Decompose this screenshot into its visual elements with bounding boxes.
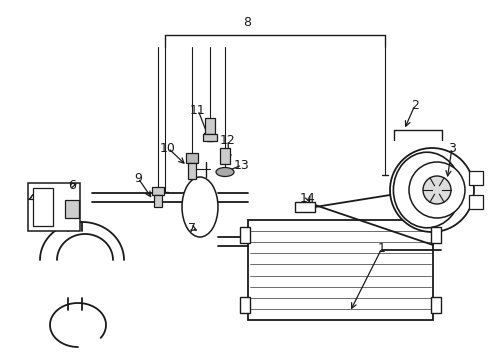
Bar (185, 153, 198, 163)
Bar (430, 227, 440, 243)
Bar (468, 195, 482, 209)
Text: 1: 1 (377, 242, 385, 255)
Text: 5: 5 (68, 203, 76, 216)
Bar (28, 183, 80, 231)
Bar (65, 200, 79, 218)
Bar (33, 188, 53, 226)
Text: 7: 7 (187, 221, 196, 234)
Bar (430, 297, 440, 313)
Text: 11: 11 (190, 104, 205, 117)
Text: 10: 10 (160, 141, 176, 154)
Text: 6: 6 (68, 179, 76, 192)
Text: 3: 3 (447, 141, 455, 154)
Ellipse shape (182, 177, 218, 237)
Circle shape (422, 176, 450, 204)
Circle shape (389, 148, 473, 232)
Bar (220, 148, 229, 164)
Bar (204, 118, 215, 134)
Text: 8: 8 (243, 15, 250, 28)
Text: 12: 12 (220, 134, 235, 147)
Text: 2: 2 (410, 99, 418, 112)
Text: 13: 13 (234, 158, 249, 171)
Bar (247, 220, 432, 320)
Bar (154, 195, 162, 207)
Ellipse shape (216, 167, 234, 176)
Bar (294, 202, 314, 212)
Text: 9: 9 (134, 171, 142, 185)
Text: 14: 14 (300, 192, 315, 204)
Bar (187, 163, 196, 179)
Bar (152, 187, 163, 195)
Bar (240, 227, 249, 243)
Circle shape (408, 162, 464, 218)
Ellipse shape (392, 152, 460, 228)
Bar (240, 297, 249, 313)
Bar (468, 171, 482, 185)
Bar (203, 134, 217, 141)
Text: 4: 4 (28, 192, 36, 204)
